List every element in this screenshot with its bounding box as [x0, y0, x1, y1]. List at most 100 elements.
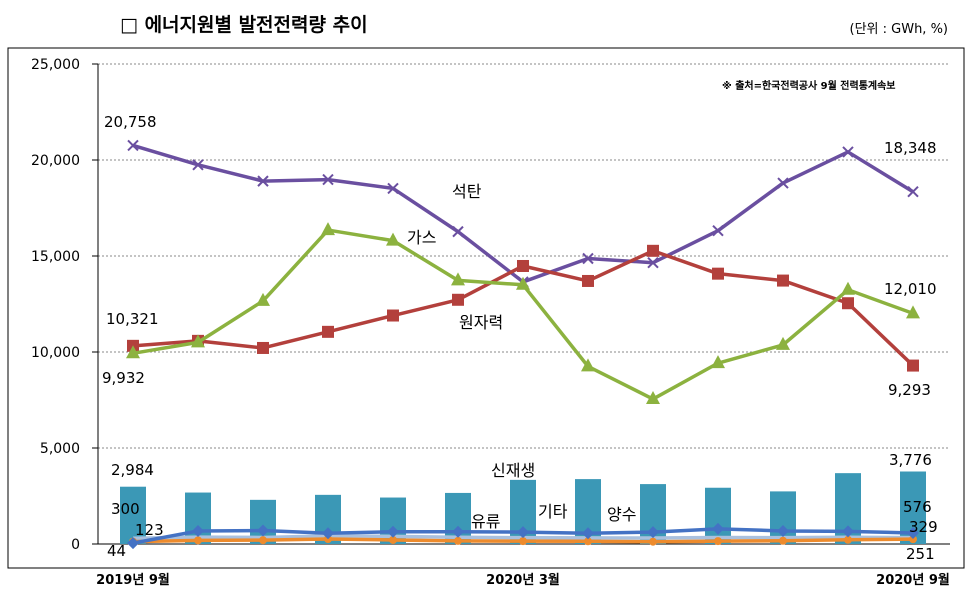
point-marker: [584, 537, 592, 546]
point-marker: [842, 146, 854, 158]
data-label: 329: [909, 518, 938, 536]
point-marker: [387, 309, 399, 322]
data-label: 251: [906, 545, 935, 563]
bar: [705, 487, 731, 544]
data-label: 10,321: [106, 310, 159, 328]
unit-label: (단위 : GWh, %): [849, 22, 949, 37]
point-marker: [582, 527, 594, 540]
line-series: [126, 139, 920, 550]
point-marker: [127, 537, 139, 550]
y-tick-label: 5,000: [40, 441, 80, 457]
point-marker: [646, 391, 660, 405]
point-marker: [582, 252, 594, 265]
bar: [120, 486, 146, 544]
series-label: 양수: [607, 505, 636, 524]
plot-frame: [7, 47, 965, 569]
point-marker: [777, 524, 789, 537]
point-marker: [126, 345, 140, 359]
data-label: 300: [111, 500, 140, 518]
data-label: 9,932: [102, 369, 145, 387]
point-marker: [451, 272, 465, 286]
point-marker: [777, 274, 789, 287]
source-note: ※ 출처=한국전력공사 9월 전력통계속보: [722, 79, 896, 92]
y-tick-label: 25,000: [31, 57, 80, 73]
y-axis: 0 5,000 10,000 15,000 20,000 25,000: [31, 57, 99, 553]
series-label: 석탄: [452, 182, 482, 201]
point-marker: [844, 535, 852, 544]
point-marker: [257, 175, 269, 187]
data-label: 123: [135, 521, 164, 539]
point-marker: [194, 536, 202, 545]
series-label: 신재생: [491, 461, 535, 480]
data-label: 9,293: [888, 381, 931, 399]
point-marker: [711, 355, 725, 369]
point-marker: [906, 305, 920, 319]
data-label: 18,348: [884, 139, 937, 157]
point-marker: [907, 186, 919, 198]
point-marker: [777, 177, 789, 189]
point-marker: [714, 537, 722, 546]
chart-title: □ 에너지원별 발전전력량 추이: [120, 14, 368, 36]
point-marker: [517, 526, 529, 539]
series-label: 가스: [407, 228, 436, 247]
y-tick-label: 20,000: [31, 153, 80, 169]
point-marker: [712, 224, 724, 237]
point-marker: [776, 336, 790, 350]
point-marker: [649, 537, 657, 546]
x-tick-label: 2020년 3월: [486, 572, 560, 588]
point-marker: [516, 276, 530, 290]
y-tick-label: 10,000: [31, 345, 80, 361]
data-labels: 20,758 18,348 10,321 9,293 9,932 12,010 2,984 3…: [102, 113, 938, 563]
data-label: 3,776: [889, 451, 932, 469]
point-marker: [192, 159, 204, 171]
point-marker: [517, 259, 529, 272]
point-marker: [647, 526, 659, 539]
point-marker: [387, 525, 399, 538]
point-marker: [779, 536, 787, 545]
point-marker: [257, 341, 269, 354]
point-marker: [387, 182, 399, 195]
point-marker: [647, 244, 659, 257]
data-label: 576: [903, 498, 932, 516]
point-marker: [386, 232, 400, 246]
point-marker: [452, 225, 464, 238]
data-label: 20,758: [104, 113, 157, 131]
point-marker: [842, 297, 854, 310]
data-label: 44: [107, 542, 126, 560]
grid-lines: [98, 63, 950, 449]
point-marker: [452, 293, 464, 306]
point-marker: [647, 257, 659, 269]
y-tick-label: 15,000: [31, 249, 80, 265]
point-marker: [454, 536, 462, 545]
series-label: 기타: [538, 502, 568, 521]
point-marker: [842, 525, 854, 538]
x-tick-label: 2020년 9월: [876, 572, 950, 588]
point-marker: [581, 358, 595, 372]
point-marker: [582, 274, 594, 287]
point-marker: [322, 325, 334, 338]
x-tick-label: 2019년 9월: [96, 572, 170, 588]
point-marker: [322, 527, 334, 540]
point-marker: [452, 525, 464, 538]
point-marker: [712, 267, 724, 280]
point-marker: [907, 526, 919, 539]
series-label: 원자력: [459, 313, 503, 332]
point-marker: [191, 334, 205, 348]
point-marker: [907, 359, 919, 372]
point-marker: [909, 535, 917, 544]
series-label: 유류: [471, 512, 500, 531]
point-marker: [519, 537, 527, 546]
point-marker: [322, 173, 334, 186]
point-marker: [127, 139, 139, 152]
point-marker: [712, 522, 724, 535]
point-marker: [256, 292, 270, 306]
data-label: 2,984: [111, 461, 154, 479]
data-label: 12,010: [884, 280, 937, 298]
point-marker: [389, 535, 397, 544]
point-marker: [259, 536, 267, 545]
point-marker: [841, 281, 855, 295]
point-marker: [192, 524, 204, 537]
point-marker: [257, 524, 269, 537]
y-tick-label: 0: [71, 537, 80, 553]
